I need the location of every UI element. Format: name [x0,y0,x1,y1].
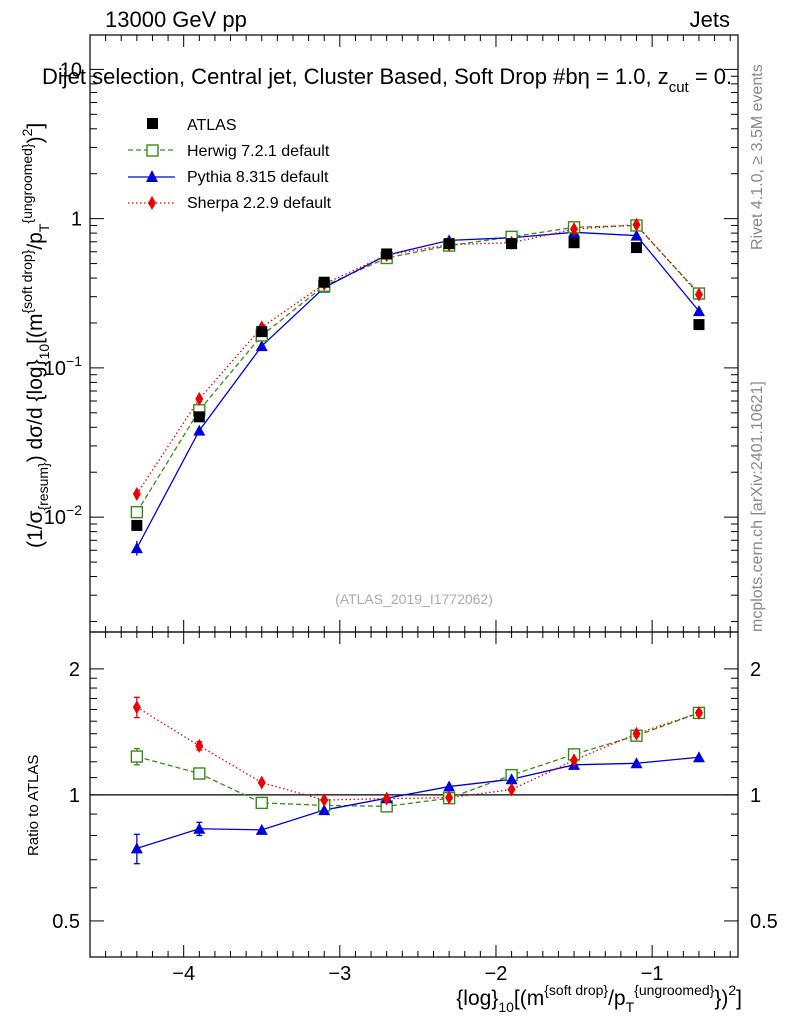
ratio-line-herwig [136,712,700,808]
main-point-atlas [381,248,393,260]
ratio-y-tick-label: 0.5 [52,911,80,933]
plot-title-eta: η = 1.0, z [578,64,669,89]
legend: ATLAS Herwig 7.2.1 default Pythia 8.315 … [128,117,332,212]
legend-entry-sherpa: Sherpa 2.2.9 default [128,195,332,212]
ratio-point-sherpa [132,700,141,715]
ratio-point-pythia [692,751,705,763]
ratio-point-sherpa [570,753,579,768]
main-y-tick-label: 10 [60,59,82,81]
ratio-point-pythia [130,842,143,854]
ratio-point-herwig [130,750,144,763]
ratio-point-sherpa [320,793,329,808]
legend-label-pythia: Pythia 8.315 default [187,169,329,186]
ratio-point-sherpa [195,738,204,753]
x-tick-label: −1 [641,963,664,985]
main-y-tick-label: 1 [71,209,82,231]
ratio-point-sherpa [507,782,516,797]
main-point-atlas [693,319,705,331]
ratio-data-series [130,696,706,865]
ratio-y-tick-label-right: 2 [750,659,761,681]
ratio-point-pythia [193,822,206,834]
main-point-pythia [255,340,268,352]
x-tick-label: −4 [172,963,195,985]
ratio-point-pythia [630,757,643,769]
legend-entry-atlas: ATLAS [147,117,237,134]
main-axis-ticks: 10−2 10−1 1 10 [44,35,738,632]
plot-title-end: = 0. [689,64,732,89]
main-point-atlas [193,411,205,423]
ratio-point-sherpa [257,775,266,790]
main-point-sherpa [694,287,703,302]
legend-entry-herwig: Herwig 7.2.1 default [128,143,330,160]
legend-label-atlas: ATLAS [187,117,237,134]
plot-title-main: Dijet selection, Central jet, Cluster Ba… [42,64,578,89]
main-point-sherpa [632,217,641,232]
main-point-pythia [193,424,206,436]
side-mcplots-label: mcplots.cern.ch [arXiv:2401.10621] [749,381,766,632]
plot-title-cut: cut [669,79,690,96]
ratio-y-axis-label: Ratio to ATLAS [25,755,42,856]
ratio-point-sherpa [382,791,391,806]
main-point-atlas [506,238,518,250]
ratio-point-pythia [255,823,268,835]
legend-label-herwig: Herwig 7.2.1 default [187,143,330,160]
main-point-atlas [568,237,580,249]
ratio-point-pythia [443,780,456,792]
main-point-pythia [692,305,705,317]
main-y-tick-label: 10−1 [44,353,82,380]
ratio-axis-ticks: −4 −3 −2 −1 0.5 0.5 1 1 2 2 [52,632,778,985]
ratio-y-tick-label-right: 0.5 [750,911,778,933]
legend-label-sherpa: Sherpa 2.2.9 default [187,195,332,212]
ratio-point-sherpa [445,790,454,805]
main-y-tick-label: 10−2 [44,502,82,529]
ratio-y-tick-label: 2 [69,659,80,681]
main-point-atlas [256,326,268,338]
ratio-line-pythia [136,756,700,850]
main-point-sherpa [132,486,141,501]
ratio-y-tick-label: 1 [69,785,80,807]
ratio-point-sherpa [694,705,703,720]
main-point-herwig [130,505,144,519]
side-rivet-label: Rivet 4.1.0, ≥ 3.5M events [749,64,766,250]
x-axis-label: {log}10[(m{soft drop}/pT{ungroomed}})2] [456,982,742,1015]
ratio-point-sherpa [632,726,641,741]
x-tick-label: −2 [485,963,508,985]
ratio-point-herwig [255,796,268,810]
plot-title: Dijet selection, Central jet, Cluster Ba… [42,64,732,96]
ratio-y-tick-label-right: 1 [750,785,761,807]
main-data-series [130,217,706,556]
main-y-axis-label: (1/σ{resum}) dσ/d {log}10[(m{soft drop}/… [19,123,52,548]
main-point-atlas [318,276,330,288]
process-label: Jets [690,7,730,32]
ratio-point-herwig [193,767,206,780]
ratio-point-pythia [318,804,331,816]
main-line-herwig [136,224,700,513]
main-point-atlas [131,519,143,531]
main-point-sherpa [195,391,204,406]
main-point-atlas [631,242,643,254]
ratio-line-sherpa [136,706,700,801]
main-line-pythia [136,231,700,549]
energy-label: 13000 GeV pp [105,7,247,32]
ratio-point-pythia [505,773,518,785]
x-tick-label: −3 [328,963,351,985]
main-point-pythia [630,229,643,241]
main-point-sherpa [570,222,579,237]
main-point-atlas [443,238,455,250]
legend-entry-pythia: Pythia 8.315 default [128,169,329,186]
analysis-watermark: (ATLAS_2019_I1772062) [335,591,493,607]
main-line-sherpa [136,224,700,495]
